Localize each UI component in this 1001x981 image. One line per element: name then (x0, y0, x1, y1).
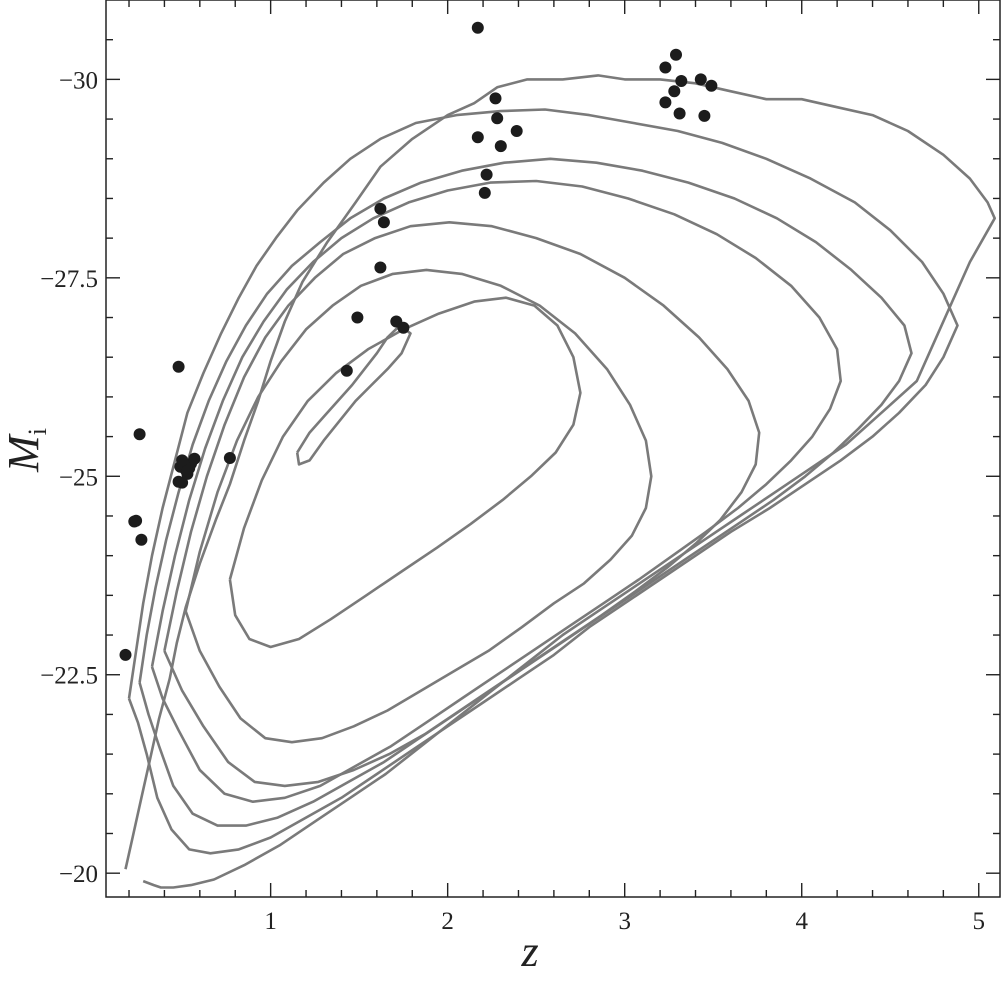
contour-level-2 (127, 108, 959, 855)
contour-level-1 (124, 74, 997, 889)
y-tick-label: −30 (59, 67, 98, 94)
data-point (340, 364, 353, 377)
data-point (675, 75, 688, 87)
contour-level-8 (295, 324, 412, 466)
points-layer (119, 21, 718, 661)
y-tick-label: −27.5 (40, 266, 98, 293)
data-point (374, 202, 387, 215)
y-tick-label: −20 (59, 861, 98, 888)
plot-frame (105, 0, 1001, 898)
contour-level-5 (163, 221, 761, 788)
y-axis-title-subscript: i (23, 428, 52, 435)
y-axis-title-main: M (0, 433, 48, 473)
data-point (377, 216, 390, 229)
data-point (698, 109, 711, 122)
data-point (351, 311, 364, 324)
data-point (491, 112, 504, 125)
data-point (374, 261, 387, 274)
data-point (471, 21, 484, 34)
data-point (510, 125, 523, 137)
data-point (176, 476, 189, 489)
data-point (397, 321, 410, 334)
data-point (659, 61, 672, 74)
x-tick-label: 3 (618, 908, 631, 935)
data-point (133, 428, 146, 441)
data-point (705, 79, 718, 92)
data-point (673, 107, 686, 120)
data-point (478, 186, 491, 199)
data-point (172, 360, 185, 373)
data-point (694, 73, 707, 86)
svg-text:Mi: Mi (0, 428, 52, 473)
data-point (668, 85, 681, 98)
y-tick-label: −22.5 (40, 663, 98, 690)
data-point (670, 48, 682, 61)
x-tick-label: 1 (264, 908, 277, 935)
data-point (489, 92, 502, 105)
data-point (130, 514, 143, 527)
contour-level-6 (184, 268, 653, 744)
ticks-layer: 1 2 3 4 5 −30 −27.5 −25 −22.5 −20 (40, 0, 1000, 935)
x-axis-title: z (520, 927, 538, 976)
x-tick-label: 4 (795, 908, 808, 935)
data-point (223, 452, 236, 464)
data-point (135, 533, 148, 546)
data-point (480, 168, 493, 181)
contours-layer (124, 74, 997, 889)
data-point (494, 140, 507, 153)
contour-level-4 (150, 179, 843, 804)
y-axis-title: Mi (0, 428, 52, 473)
contour-level-7 (228, 296, 582, 649)
y-tick-label: −25 (59, 464, 98, 491)
data-point (176, 454, 189, 467)
x-tick-label: 2 (441, 908, 454, 935)
data-point (188, 452, 201, 465)
x-tick-label: 5 (973, 908, 986, 935)
data-point (471, 131, 484, 144)
data-point (181, 464, 194, 477)
contour-level-3 (138, 157, 913, 827)
data-point (659, 96, 672, 109)
data-point (119, 648, 132, 661)
